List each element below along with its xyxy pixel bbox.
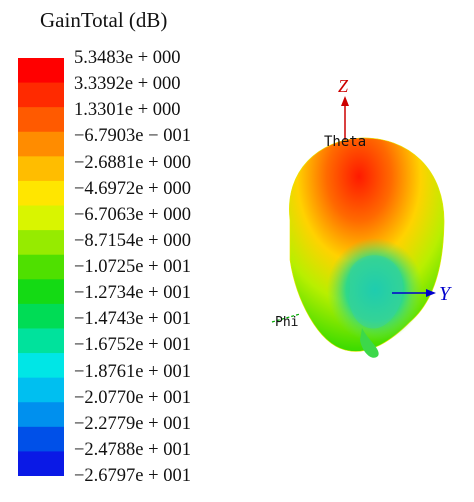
colorbar <box>18 58 64 476</box>
colorbar-segment <box>18 377 64 403</box>
colorbar-tick-labels: 5.3483e + 000 3.3392e + 000 1.3301e + 000 −… <box>74 44 264 490</box>
colorbar-tick-label: −1.0725e + 001 <box>74 256 191 277</box>
colorbar-tick-label: 3.3392e + 000 <box>74 73 181 94</box>
colorbar-segment <box>18 230 64 256</box>
colorbar-segment <box>18 402 64 428</box>
colorbar-tick-label: 5.3483e + 000 <box>74 47 181 68</box>
colorbar-tick-label: −2.0770e + 001 <box>74 387 191 408</box>
colorbar-segment <box>18 205 64 231</box>
colorbar-tick-label: −2.6881e + 000 <box>74 152 191 173</box>
colorbar-tick-label: 1.3301e + 000 <box>74 100 181 120</box>
colorbar-segment <box>18 451 64 476</box>
colorbar-tick-label: −8.7154e + 000 <box>74 230 191 251</box>
colorbar-tick-label: −2.6797e + 001 <box>74 465 191 486</box>
pattern-null-detail <box>349 255 403 329</box>
colorbar-tick-label: −4.6972e + 000 <box>74 178 191 199</box>
colorbar-segment <box>18 82 64 108</box>
colorbar-segment <box>18 131 64 157</box>
colorbar-segment <box>18 353 64 379</box>
colorbar-segment <box>18 107 64 133</box>
colorbar-tick-label: −2.4788e + 001 <box>74 439 191 460</box>
colorbar-segment <box>18 303 64 330</box>
phi-label: Phi <box>275 315 298 330</box>
colorbar-tick-label: −6.7903e − 001 <box>74 126 191 147</box>
z-axis-arrow <box>341 96 349 106</box>
colorbar-segment <box>18 279 64 305</box>
theta-label: Theta <box>324 134 366 150</box>
colorbar-segment <box>18 426 64 453</box>
colorbar-tick-label: −1.4743e + 001 <box>74 309 191 329</box>
y-axis-arrow <box>426 289 436 297</box>
colorbar-segment <box>18 156 64 182</box>
pattern-lower-lobe <box>360 328 379 358</box>
colorbar-segment <box>18 254 64 280</box>
colorbar-segment <box>18 58 64 84</box>
colorbar-tick-label: −6.7063e + 000 <box>74 204 191 225</box>
colorbar-segment <box>18 328 64 354</box>
y-axis-label: Y <box>439 283 452 305</box>
colorbar-title: GainTotal (dB) <box>40 8 168 32</box>
colorbar-segment <box>18 180 64 207</box>
colorbar-tick-label: −2.2779e + 001 <box>74 413 191 434</box>
z-axis-label: Z <box>338 76 349 96</box>
colorbar-tick-label: −1.6752e + 001 <box>74 335 191 356</box>
colorbar-tick-label: −1.8761e + 001 <box>74 361 191 382</box>
colorbar-tick-label: −1.2734e + 001 <box>74 282 191 303</box>
radiation-pattern-3d: Z Theta Y Phi <box>271 76 452 358</box>
